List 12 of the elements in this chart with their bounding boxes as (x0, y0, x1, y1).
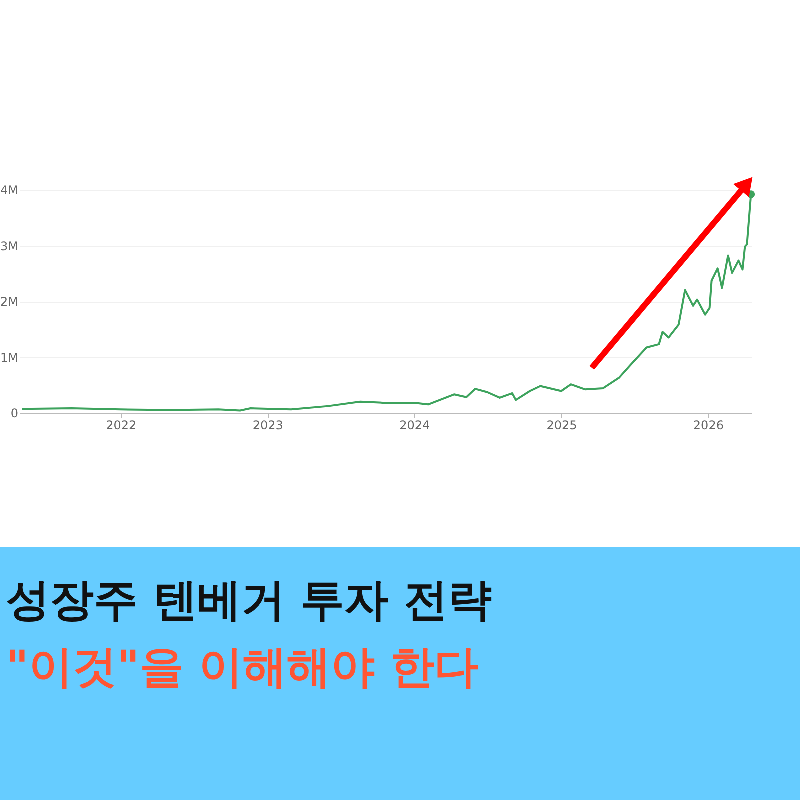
y-tick-label: 0 (10, 406, 18, 420)
y-tick-label: 2M (0, 295, 18, 309)
y-tick-label: 4M (0, 184, 18, 198)
x-tick-label: 2026 (693, 418, 724, 432)
y-tick-label: 1M (0, 350, 18, 365)
x-tick-label: 2025 (546, 418, 578, 432)
text: "이것"을 이해해야 한다 (6, 642, 478, 693)
y-tick-label: 3M (0, 239, 18, 254)
x-tick-label: 2024 (400, 418, 430, 432)
text: 성장주 텐베거 투자 전략 (6, 575, 492, 626)
x-tick-label: 2022 (106, 418, 137, 432)
x-tick-label: 2023 (252, 418, 284, 432)
